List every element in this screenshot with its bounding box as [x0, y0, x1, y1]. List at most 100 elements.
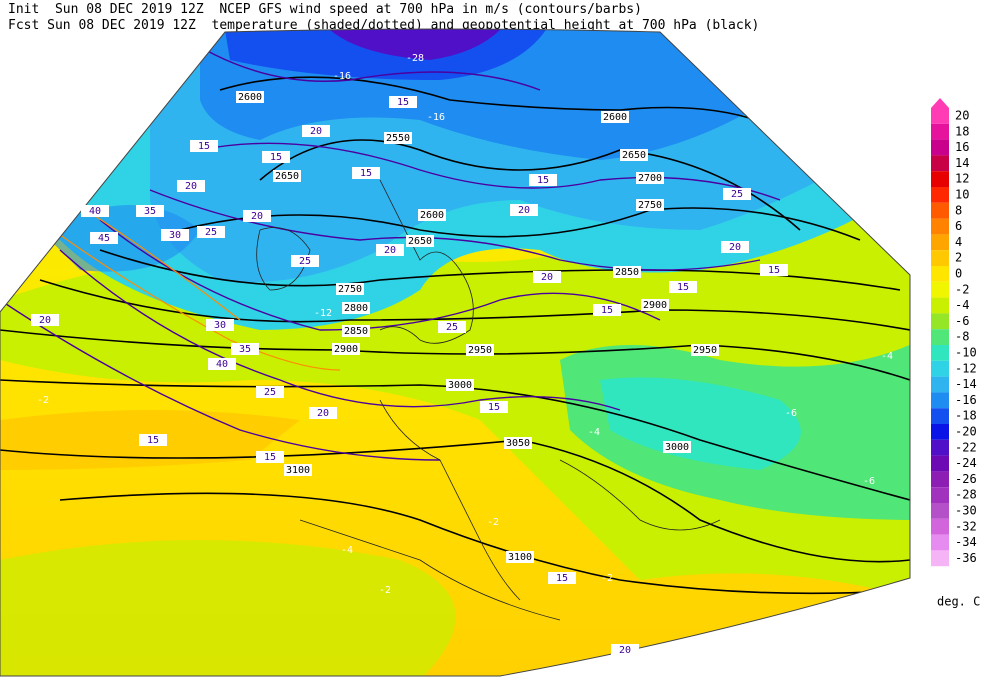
colorbar-swatch	[931, 171, 949, 187]
label-box	[197, 226, 225, 238]
label-box	[161, 229, 189, 241]
height-label: 2650	[275, 171, 299, 182]
colorbar-label: 16	[955, 140, 969, 154]
colorbar-swatch	[931, 123, 949, 140]
colorbar-swatch	[931, 345, 949, 361]
height-label: 3100	[508, 552, 532, 563]
colorbar-swatch	[931, 471, 949, 488]
label-box	[262, 151, 290, 163]
colorbar-label: 8	[955, 203, 962, 217]
label-box	[636, 199, 664, 211]
label-box	[243, 210, 271, 222]
colorbar-label: -36	[955, 551, 977, 565]
temp-label: -2	[379, 585, 391, 596]
colorbar-swatch	[931, 139, 949, 156]
height-label: 3100	[286, 465, 310, 476]
label-box	[636, 172, 664, 184]
colorbar-label: -10	[955, 346, 977, 360]
colorbar-swatch	[931, 266, 949, 282]
map-border	[0, 28, 911, 677]
label-box	[284, 464, 312, 476]
colorbar-swatch	[931, 155, 949, 172]
colorbar-label: -12	[955, 361, 977, 375]
wind-label: 20	[518, 205, 530, 216]
colorbar-label: -18	[955, 409, 977, 423]
label-box	[352, 167, 380, 179]
height-label: 2600	[603, 112, 627, 123]
wind-label: 15	[270, 152, 282, 163]
header-init: Init Sun 08 DEC 2019 12Z NCEP GFS wind s…	[8, 2, 642, 17]
wind-label: 15	[488, 402, 500, 413]
colorbar-label: -28	[955, 488, 977, 502]
wind-label: 45	[98, 233, 110, 244]
colorbar-swatch	[931, 218, 949, 235]
label-box	[548, 572, 576, 584]
colorbar-label: -24	[955, 456, 977, 470]
colorbar-swatch	[931, 487, 949, 503]
wind-label: 20	[541, 272, 553, 283]
temp-band	[330, 29, 520, 60]
height-label: 2700	[638, 173, 662, 184]
label-box	[177, 180, 205, 192]
label-box	[723, 188, 751, 200]
label-box	[256, 451, 284, 463]
height-label: 2850	[615, 267, 639, 278]
contour-labels: 2600 2550 2650 2600 2650 2750 2800 2850 2900 2950…	[31, 53, 893, 656]
label-box	[139, 434, 167, 446]
label-box	[256, 386, 284, 398]
label-box	[236, 91, 264, 103]
wind-label: 40	[89, 206, 101, 217]
label-box	[510, 204, 538, 216]
wind-label: 40	[216, 359, 228, 370]
colorbar-swatch	[931, 439, 949, 456]
header-fcst: Fcst Sun 08 DEC 2019 12Z temperature (sh…	[8, 18, 759, 33]
wind-label: 25	[446, 322, 458, 333]
label-box	[480, 401, 508, 413]
colorbar-swatch	[931, 202, 949, 219]
wind-label: 20	[619, 645, 631, 656]
wind-label: 20	[251, 211, 263, 222]
wind-label: 35	[144, 206, 156, 217]
height-label: 2750	[638, 200, 662, 211]
temp-label: -6	[863, 476, 875, 487]
colorbar-label: -14	[955, 377, 977, 391]
label-box	[291, 255, 319, 267]
label-box	[601, 111, 629, 123]
temp-label: -28	[406, 53, 424, 64]
label-box	[376, 244, 404, 256]
height-label: 2600	[238, 92, 262, 103]
temp-label: -4	[588, 427, 600, 438]
height-label: 2650	[408, 236, 432, 247]
height-label: 3000	[665, 442, 689, 453]
wind-label: 15	[601, 305, 613, 316]
temp-label: -2	[601, 573, 613, 584]
wind-label: 15	[360, 168, 372, 179]
label-box	[418, 209, 446, 221]
colorbar-swatch	[931, 250, 949, 266]
wind-label: 15	[147, 435, 159, 446]
colorbar-label: -34	[955, 535, 977, 549]
temp-band	[600, 377, 801, 470]
colorbar-label: -4	[955, 298, 969, 312]
colorbar-swatch	[931, 297, 949, 314]
label-box	[309, 407, 337, 419]
colorbar-label: -22	[955, 440, 977, 454]
colorbar-label: -30	[955, 504, 977, 518]
colorbar-label: 10	[955, 188, 969, 202]
colorbar-swatch	[931, 360, 949, 377]
wind-contours	[0, 29, 781, 461]
wind-label: 20	[384, 245, 396, 256]
colorbar-swatch	[931, 281, 949, 298]
colorbar-swatch	[931, 424, 949, 440]
label-box	[136, 205, 164, 217]
colorbar-swatch	[931, 534, 949, 551]
label-box	[206, 319, 234, 331]
temp-label: -2	[37, 395, 49, 406]
label-box	[342, 302, 370, 314]
wind-label: 25	[205, 227, 217, 238]
label-box	[613, 266, 641, 278]
label-box	[231, 343, 259, 355]
wind-label: 20	[310, 126, 322, 137]
label-box	[466, 344, 494, 356]
temp-label: -4	[341, 545, 353, 556]
